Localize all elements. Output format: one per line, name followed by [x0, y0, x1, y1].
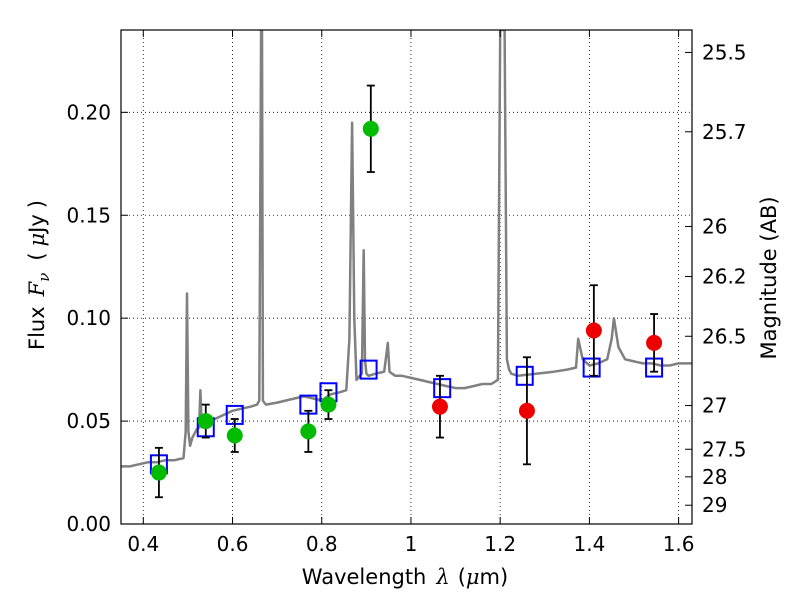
observed-data-point [362, 120, 379, 137]
y-tick-label: 0.10 [66, 306, 111, 330]
y2-tick-label: 27.5 [702, 437, 747, 461]
x-axis-label: Wavelength λ (μm) [302, 565, 508, 589]
x-axis-label-text: Wavelength [302, 565, 427, 589]
x-axis-unit-rest: m) [480, 565, 509, 589]
y-tick-label: 0.05 [66, 409, 111, 433]
y-tick-label: 0.20 [66, 100, 111, 124]
y-axis-label: Flux Fν ( μJy) [25, 200, 53, 350]
x-axis-lambda: λ [435, 565, 449, 589]
y-tick-label: 0.00 [66, 512, 111, 536]
model-photometry-square [433, 378, 452, 399]
spectrum-line [121, 30, 692, 468]
model-photometry-square [359, 359, 378, 380]
y2-tick-label: 25.7 [702, 120, 747, 144]
x-tick-label: 1 [405, 532, 418, 556]
plot-frame [120, 29, 693, 525]
y-axis-symbol-nu: ν [35, 273, 53, 282]
observed-data-point [150, 464, 167, 481]
y2-tick-label: 26.5 [702, 324, 747, 348]
observed-data-point [646, 334, 663, 351]
observed-data-point [300, 423, 317, 440]
y2-tick-label: 29 [702, 493, 727, 517]
x-tick-label: 0.4 [127, 532, 159, 556]
y-axis-unit-mu: μ [25, 233, 49, 247]
y-axis-unit-open: ( [25, 252, 49, 260]
observed-data-point [226, 427, 243, 444]
y-axis-unit-close: ) [25, 200, 49, 208]
grid-lines [121, 30, 692, 524]
x-tick-label: 1.4 [573, 532, 605, 556]
x-axis-unit-mu: μ [466, 565, 480, 589]
y2-tick-label: 26.2 [702, 265, 747, 289]
y2-axis-label: Magnitude (AB) [757, 196, 781, 359]
y-axis-unit-rest: Jy [25, 214, 49, 235]
observed-data-point [518, 402, 535, 419]
y2-tick-label: 27 [702, 394, 727, 418]
plot-data-area [121, 30, 692, 499]
observed-data-point [431, 398, 448, 415]
x-tick-label: 1.2 [484, 532, 516, 556]
x-tick-label: 0.6 [217, 532, 249, 556]
observed-data-point [320, 396, 337, 413]
x-tick-label: 1.6 [663, 532, 695, 556]
y2-tick-label: 26 [702, 214, 727, 238]
y2-tick-label: 28 [702, 465, 727, 489]
y-axis-label-text: Flux [25, 306, 49, 350]
model-photometry-square [515, 365, 534, 386]
x-axis-unit-open: ( [458, 565, 466, 589]
observed-data-point [197, 413, 214, 430]
y2-tick-label: 25.5 [702, 40, 747, 64]
axis-ticks: 0.4 0.6 0.8 1 1.2 1.4 1.6 0.00 0.05 0.10 0.15 0.20 2… [66, 30, 747, 556]
y-tick-label: 0.15 [66, 203, 111, 227]
x-tick-label: 0.8 [306, 532, 338, 556]
y-axis-symbol-f: F [25, 280, 49, 297]
observed-data-point [585, 322, 602, 339]
